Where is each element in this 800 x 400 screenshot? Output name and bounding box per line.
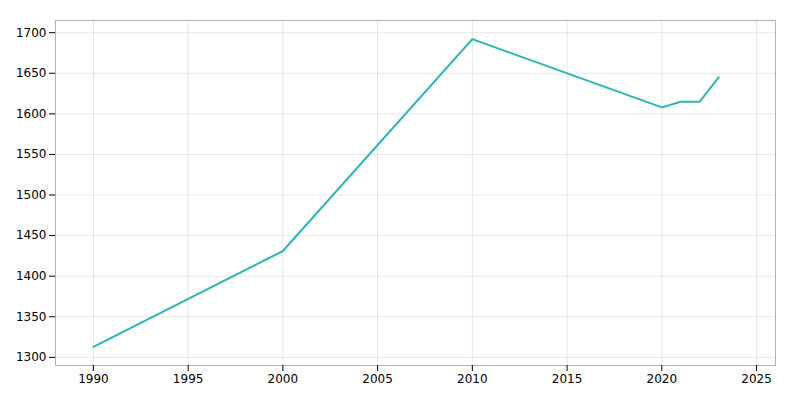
svg-text:1350: 1350 (16, 310, 47, 324)
svg-text:1995: 1995 (173, 372, 204, 386)
svg-text:2000: 2000 (268, 372, 299, 386)
svg-text:1700: 1700 (16, 26, 47, 40)
svg-text:1600: 1600 (16, 107, 47, 121)
svg-text:1450: 1450 (16, 228, 47, 242)
svg-text:2020: 2020 (647, 372, 678, 386)
svg-text:2010: 2010 (457, 372, 488, 386)
svg-text:1650: 1650 (16, 66, 47, 80)
svg-text:1300: 1300 (16, 350, 47, 364)
svg-text:1400: 1400 (16, 269, 47, 283)
svg-text:2005: 2005 (362, 372, 393, 386)
svg-text:1500: 1500 (16, 188, 47, 202)
svg-text:1990: 1990 (78, 372, 109, 386)
svg-text:2025: 2025 (741, 372, 772, 386)
svg-text:1550: 1550 (16, 147, 47, 161)
svg-text:2015: 2015 (552, 372, 583, 386)
